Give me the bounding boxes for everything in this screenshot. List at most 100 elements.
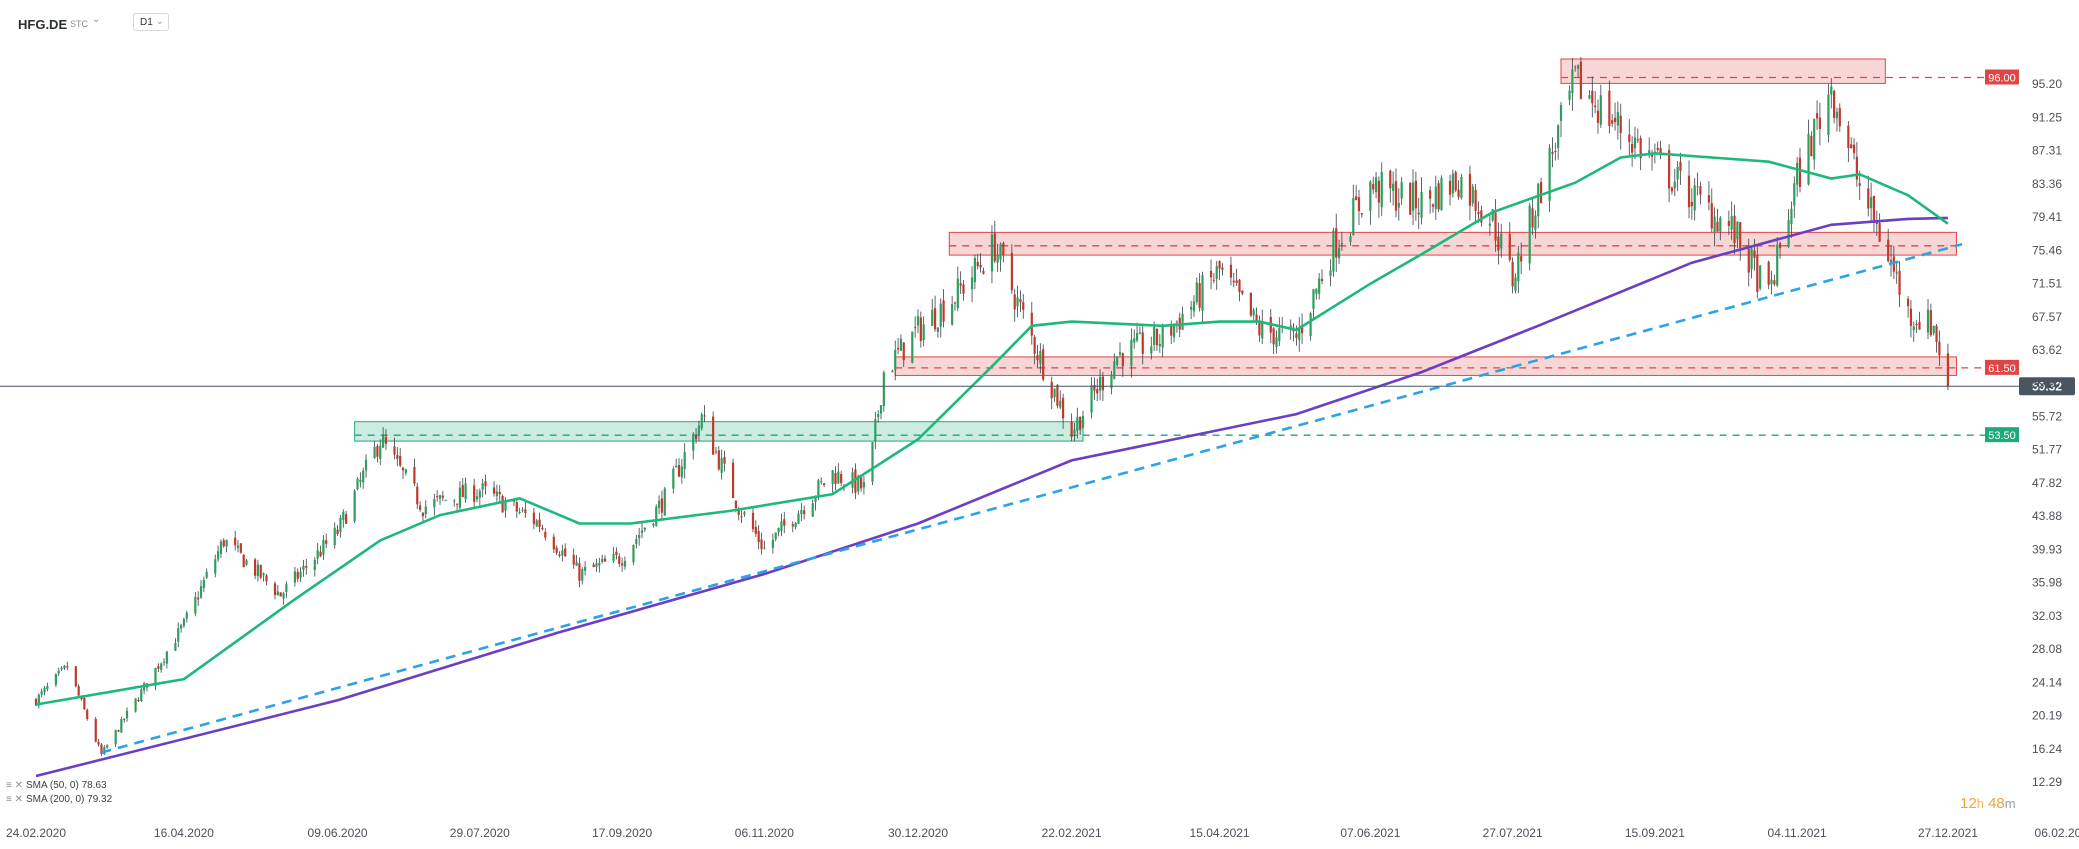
- y-axis: 95.20 91.25 87.31 83.36 79.41 75.46 71.51 67.57…: [2032, 77, 2062, 789]
- candle-bear: [319, 551, 322, 557]
- candle-bear: [1019, 299, 1022, 303]
- candle-bull: [601, 558, 604, 562]
- candle-bear: [1101, 376, 1105, 391]
- candle-bear: [1554, 151, 1557, 153]
- candle-bull: [916, 316, 920, 326]
- candle-bear: [1394, 181, 1398, 211]
- candle-bull: [581, 569, 584, 581]
- candle-bear: [1372, 184, 1375, 190]
- candle-bear: [1010, 252, 1013, 291]
- candle-bear: [541, 527, 544, 530]
- candle-countdown: 12h 48m: [1960, 795, 2016, 812]
- candle-bull: [262, 573, 265, 576]
- candle-bear: [137, 699, 140, 701]
- candle-bear: [1847, 125, 1850, 149]
- legend-sma50-label: SMA (50, 0) 78.63: [26, 780, 107, 791]
- countdown-hours-unit: h: [1976, 796, 1984, 811]
- candle-bear: [123, 718, 126, 720]
- candle-bull: [1110, 374, 1113, 389]
- candle-bear: [1909, 308, 1913, 326]
- candle-bear: [854, 469, 857, 493]
- candle-bear: [1679, 161, 1682, 171]
- candle-bear: [1155, 328, 1159, 346]
- candle-bull: [820, 481, 823, 483]
- x-tick-label: 09.06.2020: [308, 826, 368, 840]
- chevron-down-icon[interactable]: ⌄: [92, 14, 101, 25]
- candle-bear: [564, 548, 567, 557]
- y-tick-label: 59.67: [2032, 376, 2062, 390]
- settings-icon[interactable]: ≡ ✕: [6, 794, 23, 805]
- candle-bear: [737, 509, 740, 515]
- candle-bear: [1036, 355, 1039, 361]
- candle-bull: [282, 593, 285, 599]
- candle-bear: [1355, 196, 1358, 201]
- timeframe-select[interactable]: D1 ⌄: [133, 13, 169, 31]
- x-tick-label: 30.12.2020: [888, 826, 948, 840]
- y-tick-label: 32.03: [2032, 609, 2062, 623]
- candle-bear: [1767, 261, 1770, 285]
- candle-bear: [754, 526, 757, 534]
- candle-bear: [1756, 255, 1759, 292]
- candle-bear: [914, 327, 917, 329]
- candle-bull: [1559, 105, 1563, 121]
- candle-bull: [1488, 223, 1491, 226]
- candle-bear: [77, 686, 80, 696]
- candle-bull: [1118, 352, 1122, 355]
- candle-bull: [37, 694, 40, 706]
- candle-bear: [783, 519, 786, 526]
- candle-bear: [703, 415, 706, 417]
- candle-bull: [1059, 400, 1062, 408]
- candle-bull: [1830, 86, 1833, 95]
- candle-bull: [931, 309, 934, 326]
- legend-sma50[interactable]: ≡ ✕ SMA (50, 0) 78.63: [6, 779, 112, 793]
- candle-bull: [1673, 181, 1676, 189]
- candle-bear: [279, 592, 282, 597]
- candle-bear: [413, 467, 416, 484]
- candle-bull: [160, 663, 163, 670]
- candle-bull: [1312, 289, 1315, 310]
- candle-bull: [811, 503, 814, 517]
- candle-bull: [1576, 64, 1580, 69]
- candle-bull: [1790, 208, 1793, 224]
- candle-bull: [1460, 177, 1463, 198]
- candle-bear: [933, 308, 937, 330]
- candle-bull: [216, 551, 220, 560]
- candle-bear: [1850, 144, 1853, 149]
- candle-bull: [1116, 356, 1119, 365]
- candle-bear: [492, 487, 496, 494]
- candle-bear: [1477, 211, 1480, 215]
- candle-bear: [1030, 312, 1033, 336]
- legend-sma200-label: SMA (200, 0) 79.32: [26, 794, 113, 805]
- settings-icon[interactable]: ≡ ✕: [6, 780, 23, 791]
- legend-sma200[interactable]: ≡ ✕ SMA (200, 0) 79.32: [6, 793, 112, 807]
- candle-bull: [1153, 327, 1156, 345]
- candle-bull: [293, 571, 297, 583]
- candle-bear: [1409, 182, 1412, 215]
- candle-bull: [40, 691, 43, 695]
- candle-bull: [134, 698, 137, 712]
- candle-bear: [1377, 180, 1380, 203]
- candle-bear: [384, 436, 388, 444]
- candle-bull: [700, 414, 703, 429]
- candle-bull: [635, 538, 638, 545]
- candle-bull: [1039, 351, 1042, 364]
- candle-bear: [1300, 325, 1304, 334]
- candle-bull: [956, 278, 959, 308]
- candle-bear: [1613, 117, 1617, 123]
- candle-bear: [1895, 272, 1898, 274]
- candle-bull: [154, 667, 157, 686]
- candle-bear: [734, 500, 738, 509]
- candle-bear: [1508, 233, 1511, 260]
- candle-bull: [763, 547, 766, 549]
- candle-bear: [1520, 256, 1523, 262]
- candle-bear: [1079, 416, 1082, 430]
- candle-bull: [236, 545, 240, 548]
- candle-bear: [723, 456, 726, 464]
- x-axis: 24.02.2020 16.04.2020 09.06.2020 29.07.2020…: [6, 826, 2079, 840]
- candle-bear: [1042, 349, 1045, 380]
- candle-bear: [731, 462, 735, 499]
- symbol-label[interactable]: HFG.DE: [18, 17, 68, 32]
- candle-bear: [1906, 298, 1910, 307]
